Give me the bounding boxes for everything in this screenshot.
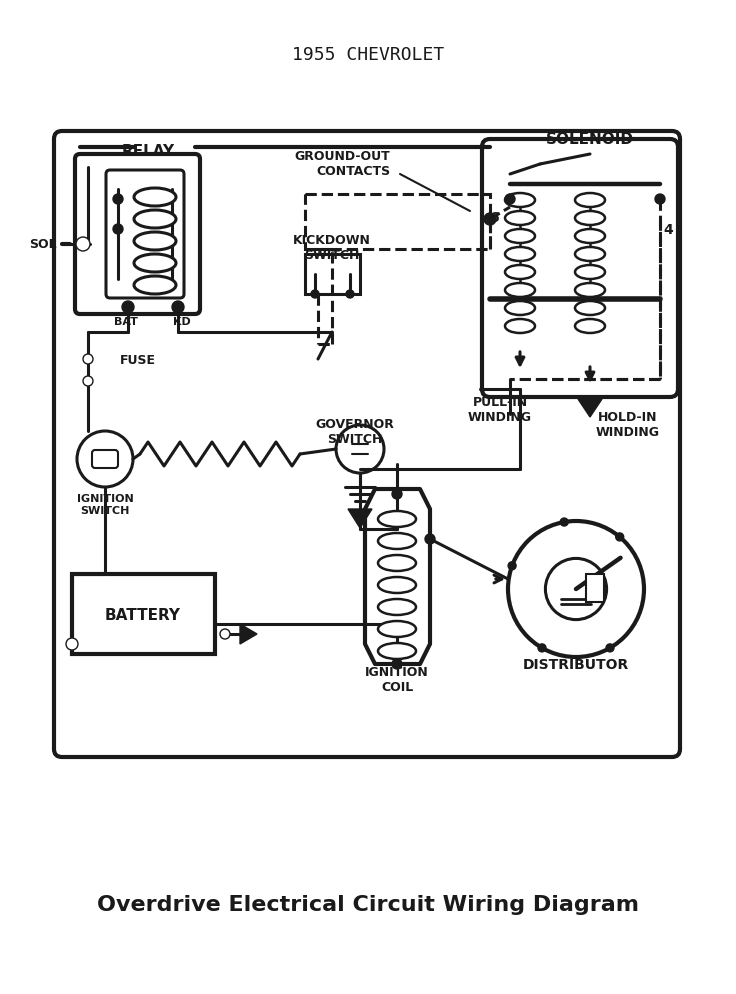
Text: GROUND-OUT
CONTACTS: GROUND-OUT CONTACTS <box>294 150 390 178</box>
Ellipse shape <box>575 265 605 279</box>
Ellipse shape <box>134 189 176 207</box>
Text: 4: 4 <box>663 223 673 237</box>
Ellipse shape <box>575 230 605 244</box>
Circle shape <box>655 195 665 205</box>
Ellipse shape <box>575 320 605 334</box>
Ellipse shape <box>505 212 535 226</box>
Ellipse shape <box>505 248 535 261</box>
Circle shape <box>172 302 184 314</box>
Circle shape <box>76 238 90 251</box>
Circle shape <box>83 355 93 365</box>
Ellipse shape <box>505 265 535 279</box>
Text: BAT: BAT <box>114 317 138 327</box>
Ellipse shape <box>575 302 605 316</box>
Text: Overdrive Electrical Circuit Wiring Diagram: Overdrive Electrical Circuit Wiring Diag… <box>97 894 639 914</box>
Text: IGNITION
SWITCH: IGNITION SWITCH <box>77 494 133 515</box>
Polygon shape <box>578 400 602 417</box>
Circle shape <box>616 534 623 542</box>
Ellipse shape <box>505 320 535 334</box>
Text: 1955 CHEVROLET: 1955 CHEVROLET <box>292 46 444 64</box>
Ellipse shape <box>134 254 176 272</box>
Ellipse shape <box>378 578 416 593</box>
Text: BATTERY: BATTERY <box>105 607 181 622</box>
Ellipse shape <box>378 556 416 572</box>
Circle shape <box>538 644 546 652</box>
Ellipse shape <box>134 276 176 294</box>
Circle shape <box>392 489 402 500</box>
Text: DISTRIBUTOR: DISTRIBUTOR <box>523 657 629 671</box>
Text: PULL-IN
WINDING: PULL-IN WINDING <box>468 396 532 423</box>
Circle shape <box>122 302 134 314</box>
Circle shape <box>346 290 354 299</box>
Circle shape <box>484 214 496 226</box>
Ellipse shape <box>134 211 176 229</box>
Ellipse shape <box>378 534 416 550</box>
Ellipse shape <box>505 302 535 316</box>
Text: FUSE: FUSE <box>120 353 156 366</box>
Ellipse shape <box>378 512 416 528</box>
Text: GOVERNOR
SWITCH: GOVERNOR SWITCH <box>316 417 394 445</box>
Polygon shape <box>348 510 372 529</box>
Circle shape <box>560 519 568 527</box>
Circle shape <box>83 377 93 387</box>
Ellipse shape <box>575 194 605 208</box>
Ellipse shape <box>378 599 416 615</box>
Text: RELAY: RELAY <box>121 144 174 159</box>
FancyBboxPatch shape <box>586 575 604 602</box>
Circle shape <box>505 195 515 205</box>
Text: 6: 6 <box>489 211 499 225</box>
Circle shape <box>311 290 319 299</box>
Circle shape <box>220 629 230 639</box>
FancyBboxPatch shape <box>92 450 118 468</box>
Ellipse shape <box>575 248 605 261</box>
Polygon shape <box>240 624 257 644</box>
Text: KD: KD <box>173 317 191 327</box>
Circle shape <box>508 563 516 571</box>
Ellipse shape <box>378 621 416 637</box>
Ellipse shape <box>575 283 605 297</box>
Circle shape <box>113 195 123 205</box>
Circle shape <box>425 535 435 545</box>
Text: SOL: SOL <box>29 239 57 251</box>
Ellipse shape <box>134 233 176 250</box>
Text: SOLENOID: SOLENOID <box>546 132 634 147</box>
Ellipse shape <box>505 283 535 297</box>
Text: IGNITION
COIL: IGNITION COIL <box>365 665 429 693</box>
Ellipse shape <box>505 230 535 244</box>
Circle shape <box>113 225 123 235</box>
Ellipse shape <box>575 212 605 226</box>
Text: HOLD-IN
WINDING: HOLD-IN WINDING <box>596 411 660 438</box>
Text: KICKDOWN
SWITCH: KICKDOWN SWITCH <box>293 234 371 261</box>
Ellipse shape <box>505 194 535 208</box>
Circle shape <box>606 644 614 652</box>
Circle shape <box>392 659 402 669</box>
Circle shape <box>66 638 78 650</box>
Ellipse shape <box>378 643 416 659</box>
